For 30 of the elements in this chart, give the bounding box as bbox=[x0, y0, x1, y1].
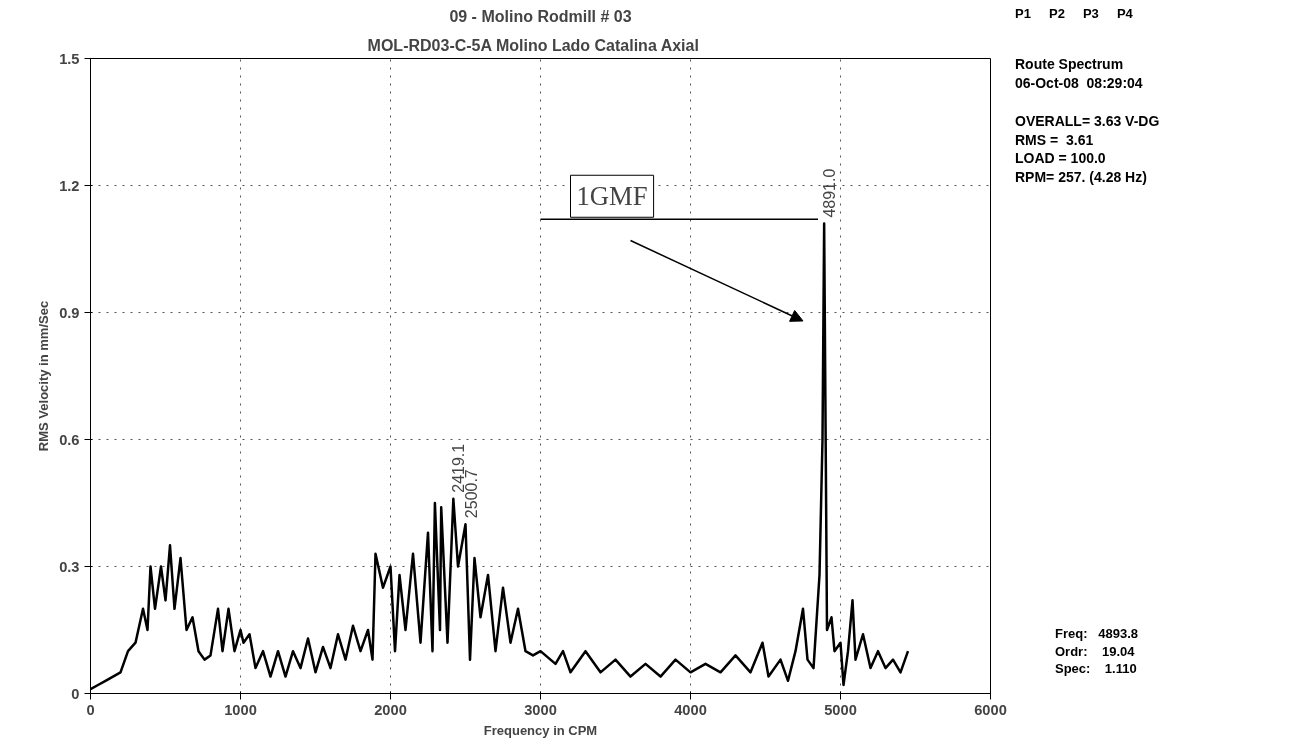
x-tick-label: 0 bbox=[86, 701, 95, 718]
text: RMS = 3.61 bbox=[1015, 131, 1094, 148]
annotation: 4891.0 bbox=[821, 168, 839, 218]
text: Ordr: 19.04 bbox=[1055, 643, 1135, 659]
text: P1 P2 P3 P4 bbox=[1015, 6, 1133, 21]
y-tick-label: 0 bbox=[71, 685, 80, 702]
text: LOAD = 100.0 bbox=[1015, 150, 1106, 167]
y-tick-label: 0.9 bbox=[59, 304, 80, 321]
text: RPM= 257. (4.28 Hz) bbox=[1015, 169, 1147, 186]
chart-subtitle: MOL-RD03-C-5A Molino Lado Catalina Axial bbox=[367, 36, 699, 54]
x-tick-label: 5000 bbox=[824, 701, 857, 718]
x-tick-label: 1000 bbox=[224, 701, 257, 718]
x-tick-label: 6000 bbox=[974, 701, 1007, 718]
y-tick-label: 1.2 bbox=[59, 177, 80, 194]
chart-title: 09 - Molino Rodmill # 03 bbox=[449, 7, 632, 25]
text: Freq: 4893.8 bbox=[1055, 626, 1139, 641]
y-tick-label: 1.5 bbox=[59, 50, 80, 67]
y-tick-label: 0.6 bbox=[59, 431, 80, 448]
x-tick-label: 2000 bbox=[374, 701, 407, 718]
annotation: 1GMF bbox=[576, 181, 648, 212]
line-series bbox=[90, 222, 910, 691]
text: OVERALL= 3.63 V-DG bbox=[1015, 112, 1160, 129]
text: Spec: 1.110 bbox=[1055, 661, 1137, 677]
text: 06-Oct-08 08:29:04 bbox=[1015, 74, 1143, 91]
y-tick-label: 0.3 bbox=[59, 558, 80, 575]
x-tick-label: 4000 bbox=[674, 701, 707, 718]
y-axis-title: RMS Velocity in mm/Sec bbox=[36, 300, 52, 452]
text: Route Spectrum bbox=[1015, 56, 1124, 72]
x-tick-label: 3000 bbox=[524, 701, 557, 718]
x-axis-title: Frequency in CPM bbox=[483, 722, 598, 738]
